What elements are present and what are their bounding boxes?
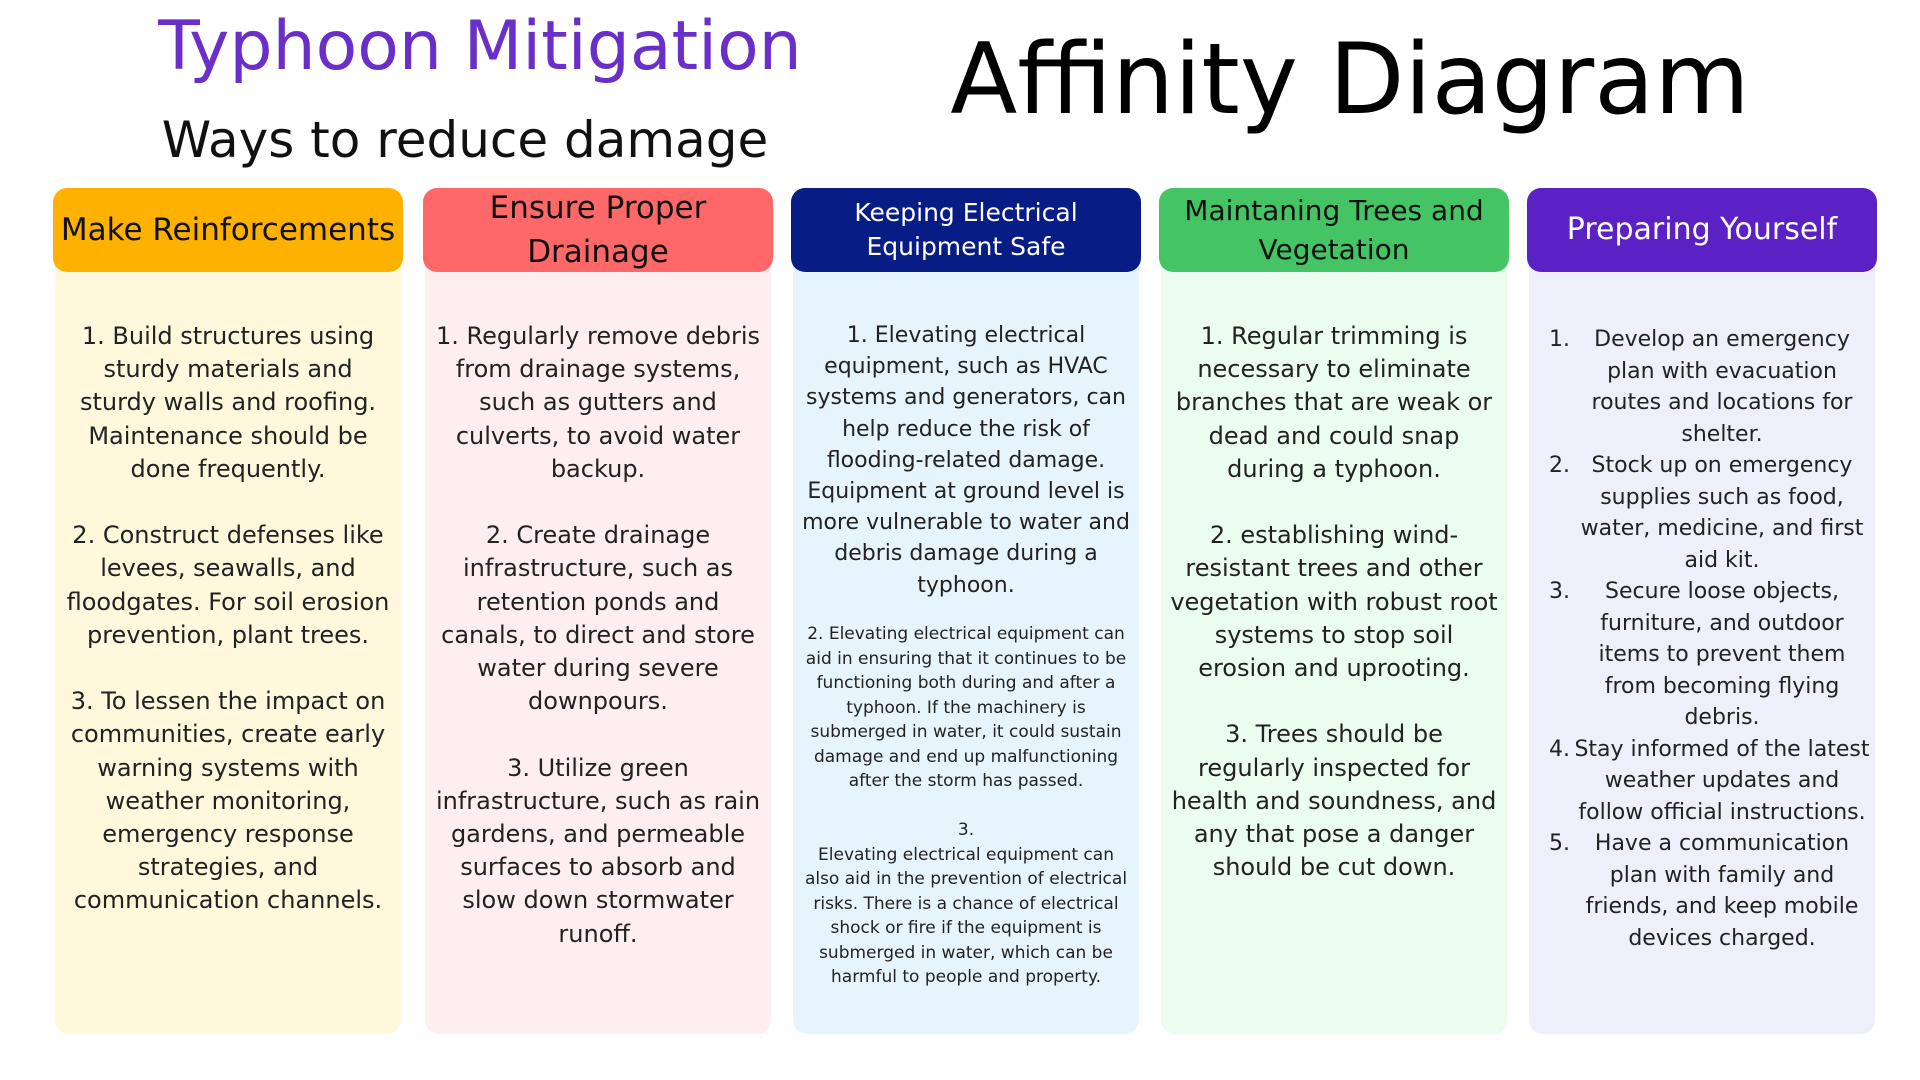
subtitle: Ways to reduce damage [161, 111, 769, 169]
list-item: 3. Secure loose objects, furniture, and … [1549, 576, 1873, 734]
column-header: Maintaning Trees and Vegetation [1159, 188, 1509, 272]
list-item-text: Develop an emergency plan with evacuatio… [1591, 327, 1853, 447]
list-item-text: Secure loose objects, furniture, and out… [1598, 579, 1846, 730]
column-text-large: 1. Elevating electrical equipment, such … [802, 323, 1130, 598]
column-body: 1. Build structures using sturdy materia… [55, 232, 401, 1034]
list-item: 1. Develop an emergency plan with evacua… [1549, 324, 1873, 450]
list-item: 5. Have a communication plan with family… [1549, 828, 1873, 954]
list-item-number: 2. [1549, 453, 1570, 478]
list-item-number: 1. [1549, 327, 1570, 352]
column-keeping-electrical-equipment-safe: 1. Elevating electrical equipment, such … [791, 188, 1141, 1034]
column-header: Make Reinforcements [53, 188, 403, 272]
column-make-reinforcements: 1. Build structures using sturdy materia… [53, 188, 403, 1034]
list-item-number: 4. [1549, 736, 1570, 762]
column-body: 1. Develop an emergency plan with evacua… [1529, 232, 1875, 1034]
list-item-number: 3. [1549, 579, 1570, 604]
column-maintaining-trees-vegetation: 1. Regular trimming is necessary to elim… [1159, 188, 1509, 1034]
list-item: 2. Stock up on emergency supplies such a… [1549, 450, 1873, 576]
preparation-list: 1. Develop an emergency plan with evacua… [1549, 324, 1873, 954]
column-text: 1. Build structures using sturdy materia… [66, 322, 390, 915]
list-item-text: Stock up on emergency supplies such as f… [1580, 453, 1864, 573]
diagram-title: Affinity Diagram [950, 23, 1750, 137]
main-title: Typhoon Mitigation [158, 7, 802, 86]
column-header: Keeping Electrical Equipment Safe [791, 188, 1141, 272]
list-item-number: 5. [1549, 831, 1570, 856]
column-text: 1. Regular trimming is necessary to elim… [1170, 322, 1498, 882]
column-body: 1. Regular trimming is necessary to elim… [1161, 232, 1507, 1034]
column-body: 1. Elevating electrical equipment, such … [793, 232, 1139, 1034]
column-text: 1. Regularly remove debris from drainage… [435, 322, 761, 948]
list-item-text: Stay informed of the latest weather upda… [1574, 736, 1870, 825]
column-preparing-yourself: 1. Develop an emergency plan with evacua… [1527, 188, 1877, 1034]
column-text-small: 2. Elevating electrical equipment can ai… [804, 624, 1128, 987]
list-item-text: Have a communication plan with family an… [1585, 831, 1859, 951]
list-item: 4. Stay informed of the latest weather u… [1549, 734, 1873, 829]
column-body: 1. Regularly remove debris from drainage… [425, 232, 771, 1034]
column-ensure-proper-drainage: 1. Regularly remove debris from drainage… [423, 188, 773, 1034]
column-header: Preparing Yourself [1527, 188, 1877, 272]
column-header: Ensure Proper Drainage [423, 188, 773, 272]
